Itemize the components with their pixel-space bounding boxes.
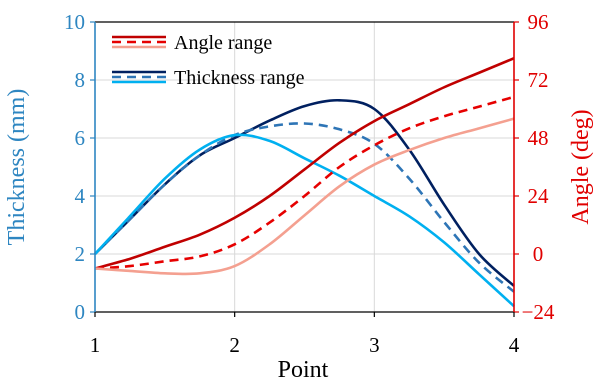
axes — [90, 21, 519, 317]
y-left-tick-label: 6 — [75, 126, 86, 150]
y-right-tick-label: 72 — [528, 68, 549, 92]
x-tick-label: 3 — [369, 333, 380, 357]
y-right-tick-label: 96 — [528, 10, 549, 34]
y-axis-left-label: Thickness (mm) — [4, 89, 30, 246]
x-tick-label: 1 — [90, 333, 101, 357]
x-axis-label: Point — [278, 357, 329, 382]
x-tick-label: 4 — [509, 333, 520, 357]
legend-item-thickness-range: Thickness range — [112, 67, 305, 89]
y-axis-right-label: Angle (deg) — [568, 109, 594, 224]
series-line-2 — [94, 133, 515, 308]
y-right-tick-label: 0 — [533, 242, 544, 266]
y-left-tick-label: 10 — [64, 10, 85, 34]
y-left-tick-label: 2 — [75, 242, 86, 266]
legend: Angle range Thickness range — [112, 32, 305, 89]
y-left-tick-label: 4 — [75, 184, 86, 208]
y-right-tick-label: 24 — [528, 184, 550, 208]
x-tick-label: 2 — [229, 333, 240, 357]
legend-label-angle-range: Angle range — [174, 32, 272, 54]
series-line-3 — [94, 57, 515, 270]
series-line-5 — [94, 117, 515, 276]
legend-label-thickness-range: Thickness range — [174, 67, 305, 89]
y-right-tick-label: 48 — [528, 126, 549, 150]
series-line-0 — [94, 98, 515, 287]
y-right-tick-label: −24 — [522, 300, 555, 324]
series-lines — [94, 57, 515, 308]
legend-item-angle-range: Angle range — [112, 32, 272, 54]
series-line-1 — [94, 122, 515, 293]
y-left-tick-label: 8 — [75, 68, 86, 92]
y-left-tick-label: 0 — [75, 300, 86, 324]
grid — [95, 22, 514, 312]
series-line-4 — [94, 95, 515, 270]
